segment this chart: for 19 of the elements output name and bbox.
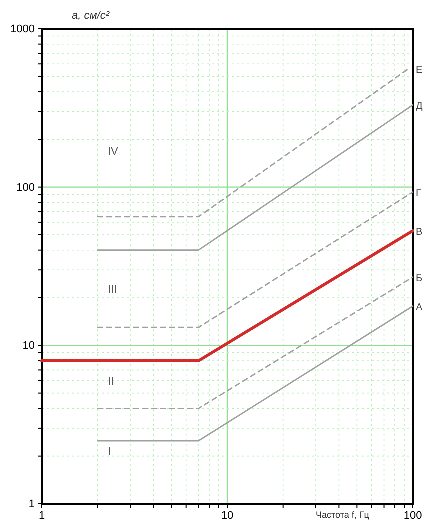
series-label: Г [416, 188, 422, 200]
x-tick-label: 10 [221, 510, 234, 522]
y-tick-label: 1000 [10, 24, 35, 36]
series-label: Д [416, 101, 423, 112]
y-axis-title: a, см/с² [72, 10, 110, 22]
annotation: I [108, 446, 112, 458]
series-label: В [416, 226, 423, 238]
annotation: II [108, 376, 114, 388]
series-label: Б [416, 273, 423, 284]
x-tick-label: 100 [404, 510, 422, 522]
y-tick-label: 1 [28, 498, 35, 511]
y-tick-label: 100 [16, 182, 35, 194]
annotation: III [108, 284, 118, 296]
series-label: А [416, 302, 423, 314]
x-tick-label: 1 [38, 510, 46, 522]
series-label: Е [416, 64, 423, 76]
y-tick-label: 10 [22, 340, 35, 352]
x-axis-title: Частота f, Гц [316, 510, 370, 520]
annotation: IV [108, 146, 120, 158]
